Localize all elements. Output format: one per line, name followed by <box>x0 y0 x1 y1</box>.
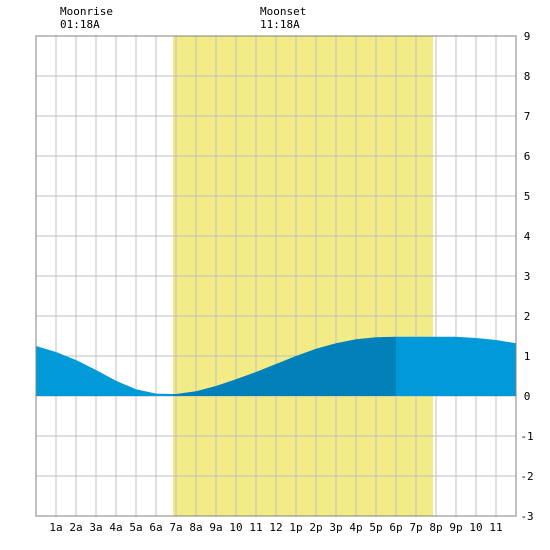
y-tick-label: 0 <box>524 390 531 403</box>
x-tick-label: 5a <box>129 521 142 534</box>
y-tick-label: -1 <box>520 430 533 443</box>
x-tick-label: 6a <box>149 521 162 534</box>
x-tick-label: 6p <box>389 521 402 534</box>
tide-area-night <box>396 336 516 396</box>
x-tick-label: 7a <box>169 521 182 534</box>
x-tick-label: 3a <box>89 521 102 534</box>
x-tick-label: 2a <box>69 521 82 534</box>
x-tick-label: 8a <box>189 521 202 534</box>
x-tick-label: 3p <box>329 521 342 534</box>
y-tick-label: -3 <box>520 510 533 523</box>
y-tick-label: 1 <box>524 350 531 363</box>
y-tick-label: 4 <box>524 230 531 243</box>
y-tick-label: 5 <box>524 190 531 203</box>
x-tick-label: 1p <box>289 521 302 534</box>
x-tick-label: 12 <box>269 521 282 534</box>
x-tick-label: 2p <box>309 521 322 534</box>
x-tick-label: 5p <box>369 521 382 534</box>
y-tick-label: 2 <box>524 310 531 323</box>
y-tick-label: 3 <box>524 270 531 283</box>
y-tick-label: -2 <box>520 470 533 483</box>
x-tick-label: 9a <box>209 521 222 534</box>
x-tick-label: 7p <box>409 521 422 534</box>
moonset-label: Moonset <box>260 5 307 18</box>
y-tick-label: 9 <box>524 30 531 43</box>
x-tick-label: 4a <box>109 521 122 534</box>
x-tick-label: 4p <box>349 521 362 534</box>
plot-frame <box>35 35 517 517</box>
y-tick-label: 8 <box>524 70 531 83</box>
y-tick-label: 6 <box>524 150 531 163</box>
moonrise-label: Moonrise <box>60 5 113 18</box>
moonrise-time: 01:18A <box>60 18 100 31</box>
x-tick-label: 10 <box>469 521 482 534</box>
x-tick-label: 11 <box>489 521 502 534</box>
x-tick-label: 10 <box>229 521 242 534</box>
tide-area-day <box>173 336 396 396</box>
tide-area-night <box>36 346 173 396</box>
x-tick-label: 11 <box>249 521 262 534</box>
moonset-time: 11:18A <box>260 18 300 31</box>
y-tick-label: 7 <box>524 110 531 123</box>
x-tick-label: 9p <box>449 521 462 534</box>
x-tick-label: 1a <box>49 521 62 534</box>
x-tick-label: 8p <box>429 521 442 534</box>
